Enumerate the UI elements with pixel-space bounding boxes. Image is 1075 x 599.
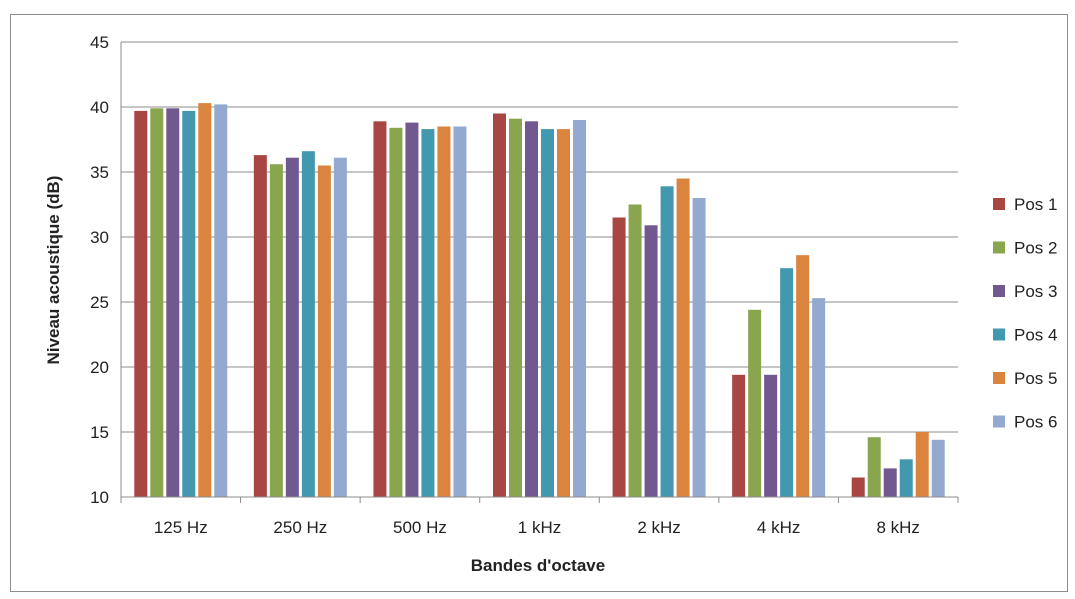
bar [644,225,658,498]
bar [628,204,642,497]
bar [301,151,315,497]
y-tick-label: 45 [90,33,109,52]
bar [764,374,778,497]
bar [493,113,506,497]
bars [134,103,945,498]
y-tick-label: 15 [90,423,109,442]
bar [253,155,267,497]
y-axis-title: Niveau acoustique (dB) [44,176,63,365]
bar [780,268,794,497]
bar [899,459,913,497]
legend-label: Pos 4 [1014,326,1057,345]
x-tick-label: 4 kHz [757,518,800,537]
bar [134,110,148,498]
bar [453,126,467,497]
bar [557,129,570,497]
bar [541,129,554,497]
bar [405,122,419,497]
bar [915,432,929,497]
bar [389,127,403,498]
gridlines [121,41,958,433]
axes: 10 15 20 25 30 35 40 45 125 Hz 250 Hz 500 Hz 1 kHz 2… [90,33,959,537]
y-tick-label: 30 [90,228,109,247]
legend: Pos 1 Pos 2 Pos 3 Pos 4 Pos 5 Pos 6 [993,195,1057,432]
bar [269,164,283,497]
bar [692,198,706,497]
y-tick-label: 35 [90,163,109,182]
bar [373,121,387,498]
x-tick-label: 250 Hz [273,518,327,537]
x-axis-title: Bandes d'octave [471,556,605,575]
bar [573,120,586,497]
bar [166,108,180,498]
bar [851,477,865,497]
legend-swatch [993,285,1005,297]
bar [421,129,435,497]
bar [612,217,626,497]
bar [732,374,746,497]
x-tick-label: 125 Hz [154,518,208,537]
y-tick-label: 20 [90,358,109,377]
bar [150,108,164,498]
y-tick-label: 10 [90,488,109,507]
legend-swatch [993,328,1005,341]
y-tick-label: 40 [90,98,109,117]
legend-swatch [993,372,1005,384]
legend-swatch [993,415,1005,428]
bar [285,157,299,497]
bar [883,468,897,497]
x-tick-label: 1 kHz [518,518,561,537]
x-tick-label: 8 kHz [876,518,919,537]
bar [748,309,762,497]
legend-swatch [993,241,1005,254]
legend-swatch [993,198,1005,210]
bar [812,298,826,497]
legend-label: Pos 6 [1014,413,1057,432]
bar [333,157,347,497]
bar [931,439,945,497]
legend-label: Pos 5 [1014,369,1057,388]
legend-label: Pos 3 [1014,282,1057,301]
legend-label: Pos 2 [1014,239,1057,258]
x-tick-label: 2 kHz [637,518,680,537]
bar [317,165,331,497]
bar [676,178,690,497]
bar [525,121,538,498]
bar [437,126,451,497]
bar [867,437,881,497]
bar [214,104,228,498]
bar [660,186,674,498]
legend-label: Pos 1 [1014,195,1057,214]
x-tick-label: 500 Hz [393,518,447,537]
bar [796,255,810,497]
bar [182,110,196,498]
y-tick-label: 25 [90,293,109,312]
bar [509,118,522,497]
bar [198,103,212,497]
